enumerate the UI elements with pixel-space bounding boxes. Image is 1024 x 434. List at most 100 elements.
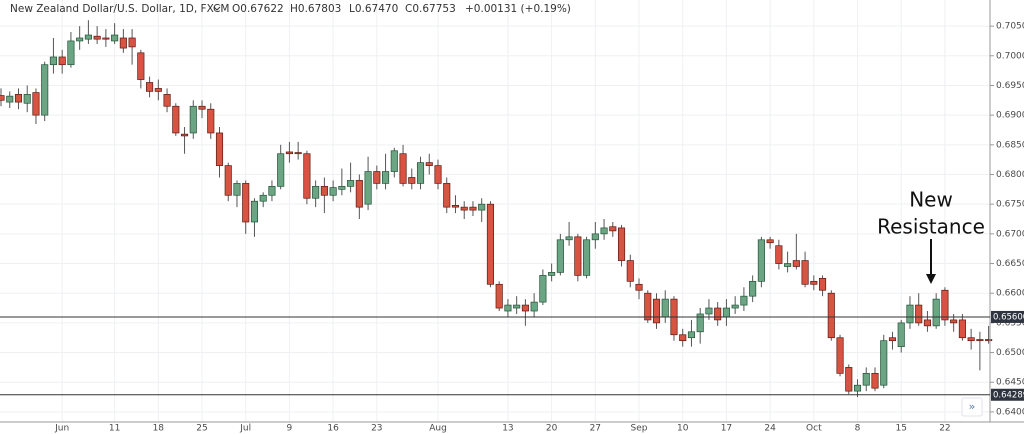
candle-body xyxy=(14,94,23,103)
candle-body xyxy=(941,289,949,321)
candle-body xyxy=(49,56,57,66)
candle-body xyxy=(539,275,547,303)
candle-body xyxy=(102,37,110,40)
x-tick-label: 27 xyxy=(590,424,601,434)
candle-body xyxy=(215,132,224,166)
candle-body xyxy=(853,384,862,392)
candle-body xyxy=(154,88,162,92)
candle-body xyxy=(565,236,573,241)
candle-body xyxy=(880,340,888,386)
candle-body xyxy=(906,304,914,324)
y-tick-label: 0.68500 xyxy=(996,140,1024,150)
candle-body xyxy=(888,337,897,342)
candle-body xyxy=(224,165,232,196)
candle-body xyxy=(84,34,92,40)
candle-body xyxy=(434,165,442,184)
candle-body xyxy=(460,206,468,211)
candle-body xyxy=(696,313,704,333)
candle-body xyxy=(0,95,5,101)
candle-body xyxy=(784,263,792,267)
candle-body xyxy=(609,226,617,232)
candle-body xyxy=(932,298,940,327)
x-tick-label: 11 xyxy=(109,424,120,434)
dropdown-icon[interactable] xyxy=(213,6,221,11)
candle-body xyxy=(67,40,75,66)
candle-body xyxy=(390,150,398,172)
candle-body xyxy=(268,186,276,196)
y-tick-label: 0.69500 xyxy=(996,81,1024,91)
candle-body xyxy=(504,304,512,312)
candle-body xyxy=(705,307,713,315)
candle-body xyxy=(303,153,311,199)
x-tick-label: Oct xyxy=(806,424,822,434)
candle-body xyxy=(600,227,608,235)
candle-body xyxy=(635,283,643,291)
ohlc-open: O0.67622 xyxy=(232,3,284,15)
scroll-icon[interactable]: » xyxy=(969,400,976,413)
y-tick-label: 0.70000 xyxy=(996,51,1024,61)
price-label-box xyxy=(991,310,1024,323)
x-tick-label: 18 xyxy=(153,424,165,434)
candle-body xyxy=(897,322,905,347)
candles xyxy=(0,20,993,398)
x-tick-label: 17 xyxy=(721,424,732,434)
candle-body xyxy=(644,292,652,321)
y-tick-label: 0.66000 xyxy=(996,289,1024,299)
x-tick-label: 8 xyxy=(855,424,861,434)
x-tick-label: 20 xyxy=(546,424,558,434)
candle-body xyxy=(469,206,477,211)
candle-body xyxy=(294,152,302,155)
scroll-button[interactable] xyxy=(961,397,983,417)
candle-body xyxy=(486,203,494,285)
x-tick-label: 16 xyxy=(327,424,339,434)
y-tick-label: 0.70500 xyxy=(996,22,1024,32)
y-tick-label: 0.68000 xyxy=(996,170,1024,180)
candle-body xyxy=(687,331,696,339)
y-tick-label: 0.66500 xyxy=(996,259,1024,269)
candle-body xyxy=(111,34,119,42)
candle-body xyxy=(923,319,931,327)
candle-body xyxy=(478,203,486,211)
candle-body xyxy=(845,367,853,392)
candle-body xyxy=(425,162,433,166)
candle-body xyxy=(731,304,739,309)
candle-body xyxy=(338,186,346,190)
candle-body xyxy=(443,183,451,208)
candle-body xyxy=(495,283,503,309)
candle-body xyxy=(207,108,215,134)
candle-body xyxy=(399,153,407,184)
y-tick-label: 0.65000 xyxy=(996,348,1024,358)
candle-body xyxy=(41,64,49,116)
candle-body xyxy=(626,260,634,282)
candle-body xyxy=(320,186,328,196)
candle-body xyxy=(862,372,870,386)
candle-body xyxy=(146,82,154,92)
candle-body xyxy=(617,227,626,261)
candle-body xyxy=(451,205,460,208)
candle-body xyxy=(250,200,259,223)
candle-body xyxy=(757,239,765,282)
grid xyxy=(0,0,990,422)
y-tick-label: 0.69000 xyxy=(996,111,1024,121)
x-tick-label: 13 xyxy=(502,424,513,434)
candle-body xyxy=(950,319,958,324)
candle-body xyxy=(364,171,372,205)
candle-body xyxy=(967,337,975,342)
candle-body xyxy=(810,280,818,285)
candle-body xyxy=(801,260,809,285)
x-tick-label: Aug xyxy=(429,424,447,434)
x-tick-label: 25 xyxy=(196,424,207,434)
candle-body xyxy=(792,260,800,267)
x-tick-label: Jun xyxy=(54,424,69,434)
x-tick-label: 9 xyxy=(287,424,293,434)
candle-body xyxy=(985,339,993,342)
candle-body xyxy=(871,372,879,389)
candle-body xyxy=(775,245,783,264)
candle-body xyxy=(513,304,521,309)
annotation: Resistance xyxy=(877,215,985,239)
candle-body xyxy=(373,171,381,184)
candle-body xyxy=(521,304,529,312)
